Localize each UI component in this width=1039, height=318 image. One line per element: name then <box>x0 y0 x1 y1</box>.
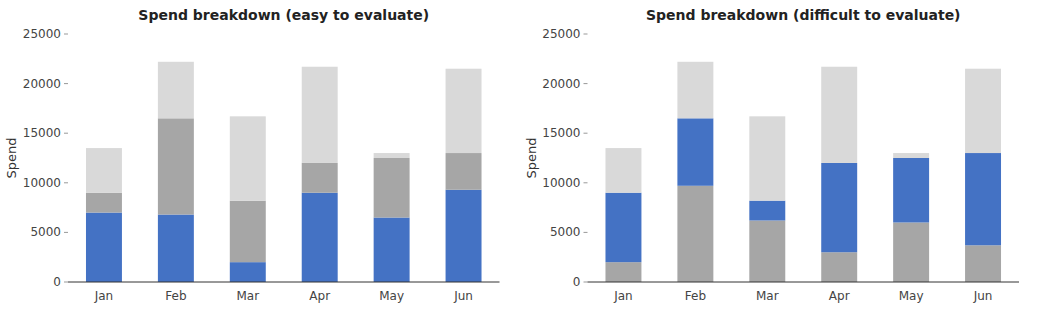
x-tick-label: Mar <box>756 289 779 303</box>
bar-segment <box>821 252 857 282</box>
y-tick <box>584 83 588 84</box>
bar-segment <box>965 69 1001 153</box>
bar-segment <box>230 201 266 263</box>
bar-segment <box>677 62 713 119</box>
bar-segment <box>374 158 410 218</box>
bar-segment <box>893 153 929 158</box>
y-tick <box>584 34 588 35</box>
y-tick <box>64 232 68 233</box>
y-axis-label: Spend <box>4 138 19 179</box>
y-axis-label: Spend <box>524 138 539 179</box>
y-tick <box>584 133 588 134</box>
bar-segment <box>446 153 482 190</box>
bar-segment <box>302 67 338 163</box>
bar-segment <box>374 153 410 158</box>
x-tick-label: May <box>899 289 924 303</box>
y-tick-label: 10000 <box>23 176 61 190</box>
bars <box>605 62 1001 282</box>
bar-segment <box>158 215 194 282</box>
x-tick-label: Jan <box>94 289 114 303</box>
bar-segment <box>86 213 122 282</box>
bar-segment <box>893 222 929 282</box>
x-tick-label: Mar <box>236 289 259 303</box>
y-tick-label: 10000 <box>542 176 580 190</box>
title: Spend breakdown (difficult to evaluate) <box>646 7 961 23</box>
bar-segment <box>302 193 338 282</box>
bar-segment <box>446 190 482 282</box>
y-tick-label: 0 <box>53 275 61 289</box>
bar-segment <box>605 148 641 193</box>
bar-segment <box>158 118 194 214</box>
y-tick-label: 15000 <box>23 126 61 140</box>
figure: Spend breakdown (easy to evaluate) Spend 0… <box>0 0 1039 318</box>
bar-segment <box>677 186 713 282</box>
bar-segment <box>374 218 410 282</box>
x-tick-label: Feb <box>165 289 186 303</box>
x-axis-line <box>588 282 1020 283</box>
bar-segment <box>965 245 1001 282</box>
bar-segment <box>605 193 641 262</box>
bar-segment <box>605 262 641 282</box>
y-tick-label: 15000 <box>542 126 580 140</box>
x-tick-label: Jun <box>973 289 993 303</box>
y-tick-label: 0 <box>573 275 581 289</box>
bar-segment <box>230 116 266 200</box>
x-tick-label: May <box>379 289 404 303</box>
y-tick <box>64 83 68 84</box>
x-tick-label: Jun <box>453 289 473 303</box>
y-tick <box>584 282 588 283</box>
chart: Spend breakdown (easy to evaluate) Spend 0… <box>4 7 500 303</box>
chart: Spend breakdown (difficult to evaluate) S… <box>524 7 1020 303</box>
bar-segment <box>749 220 785 282</box>
bar-segment <box>749 116 785 200</box>
bar-segment <box>749 201 785 221</box>
y-tick <box>64 182 68 183</box>
bar-segment <box>821 163 857 252</box>
bar-segment <box>821 67 857 163</box>
y-tick <box>584 232 588 233</box>
bar-segment <box>86 148 122 193</box>
bar-segment <box>446 69 482 153</box>
y-tick-label: 20000 <box>542 77 580 91</box>
y-tick-label: 20000 <box>23 77 61 91</box>
bars <box>86 62 482 282</box>
bar-segment <box>230 262 266 282</box>
bar-segment <box>893 158 929 222</box>
y-tick <box>64 34 68 35</box>
y-tick <box>64 282 68 283</box>
bar-segment <box>158 62 194 119</box>
bar-segment <box>302 163 338 193</box>
x-tick-label: Apr <box>309 289 330 303</box>
bar-segment <box>677 118 713 185</box>
y-tick-label: 25000 <box>542 27 580 41</box>
x-tick-label: Jan <box>613 289 633 303</box>
bar-segment <box>965 153 1001 245</box>
y-tick <box>584 182 588 183</box>
x-tick-label: Feb <box>685 289 706 303</box>
y-tick-label: 25000 <box>23 27 61 41</box>
y-tick <box>64 133 68 134</box>
x-axis-line <box>68 282 500 283</box>
bar-segment <box>86 193 122 213</box>
y-tick-label: 5000 <box>550 225 581 239</box>
x-tick-label: Apr <box>829 289 850 303</box>
title: Spend breakdown (easy to evaluate) <box>138 7 429 23</box>
y-tick-label: 5000 <box>30 225 61 239</box>
